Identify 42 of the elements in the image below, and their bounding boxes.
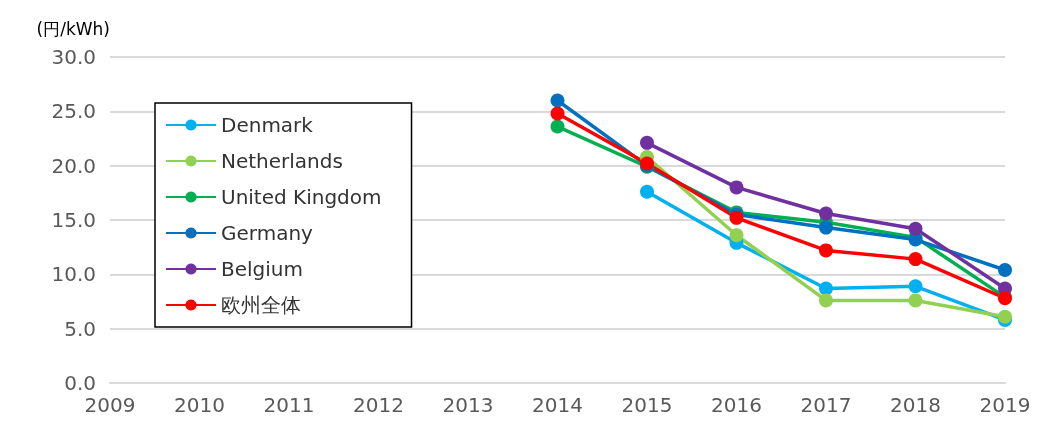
point [908,252,923,267]
y-tick-label: 20.0 [51,153,96,178]
y-axis-title: (円/kWh) [36,18,110,39]
point [908,293,923,308]
point [550,93,565,108]
legend-label: Germany [221,221,314,245]
point [819,206,833,221]
x-tick-label: 2017 [800,393,852,417]
y-tick-label: 30.0 [51,45,96,69]
x-tick-label: 2010 [174,393,225,417]
legend-label: Belgium [221,257,303,281]
x-tick-label: 2011 [263,393,315,417]
point [729,228,744,243]
legend-label: Netherlands [221,149,343,173]
point [908,279,923,294]
y-tick-label: 5.0 [64,316,96,341]
point [908,221,923,236]
y-tick-label: 0.0 [64,371,96,395]
point [819,293,833,308]
x-tick-label: 2016 [711,393,762,417]
legend-label: Denmark [221,113,314,137]
point [819,220,833,235]
legend-label: 欧州全体 [221,293,301,317]
x-tick-label: 2019 [979,393,1031,417]
legend-label: United Kingdom [221,185,382,209]
point [550,119,565,134]
y-tick-label: 10.0 [51,262,96,287]
point [819,243,833,258]
x-tick-label: 2018 [890,393,941,417]
point [998,262,1012,277]
point [640,184,654,199]
y-tick-label: 15.0 [51,208,96,232]
x-tick-label: 2015 [621,393,673,417]
x-tick-label: 2013 [442,393,494,417]
x-tick-label: 2012 [353,393,404,417]
point [640,135,654,150]
point [729,180,744,195]
point [550,106,565,121]
x-tick-label: 2014 [532,393,583,417]
y-tick-label: 25.0 [51,99,96,124]
x-tick-label: 2009 [84,393,136,417]
point [819,281,833,296]
